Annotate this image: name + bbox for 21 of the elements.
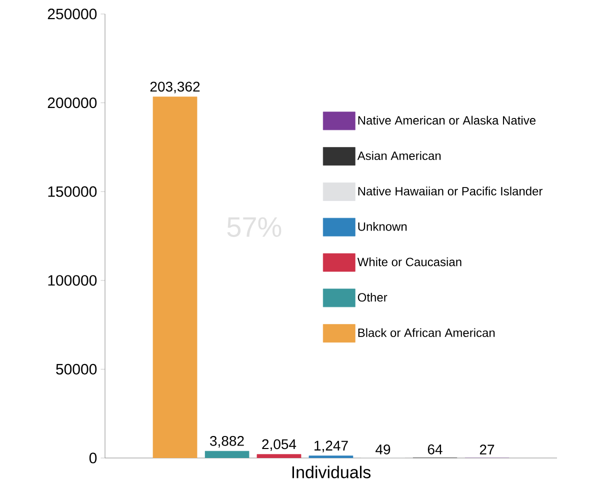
data-label: 49 bbox=[376, 444, 390, 454]
legend-label: Asian American bbox=[357, 151, 441, 160]
legend-label: Black or African American bbox=[358, 328, 495, 338]
y-tick-label: 100000 bbox=[48, 275, 97, 286]
data-label: 64 bbox=[428, 444, 442, 454]
y-tick-label: 150000 bbox=[48, 186, 97, 197]
data-label: 1,247 bbox=[314, 440, 348, 452]
legend-label: Other bbox=[358, 292, 388, 302]
data-label: 203,362 bbox=[150, 82, 200, 94]
y-tick-label: 50000 bbox=[56, 364, 97, 375]
legend-label: Native American or Alaska Native bbox=[358, 116, 536, 125]
y-tick-label: 250000 bbox=[48, 8, 97, 20]
legend-label: Unknown bbox=[358, 222, 407, 231]
data-label: 2,054 bbox=[262, 439, 296, 451]
y-tick-label: 200000 bbox=[48, 97, 97, 108]
legend-label: White or Caucasian bbox=[357, 257, 462, 266]
data-label: 27 bbox=[480, 444, 494, 454]
data-label: 3,882 bbox=[210, 436, 244, 448]
legend-label: Native Hawaiian or Pacific Islander bbox=[358, 186, 543, 196]
y-tick-label: 0 bbox=[89, 452, 97, 464]
x-tick-label: Individuals bbox=[292, 466, 371, 478]
